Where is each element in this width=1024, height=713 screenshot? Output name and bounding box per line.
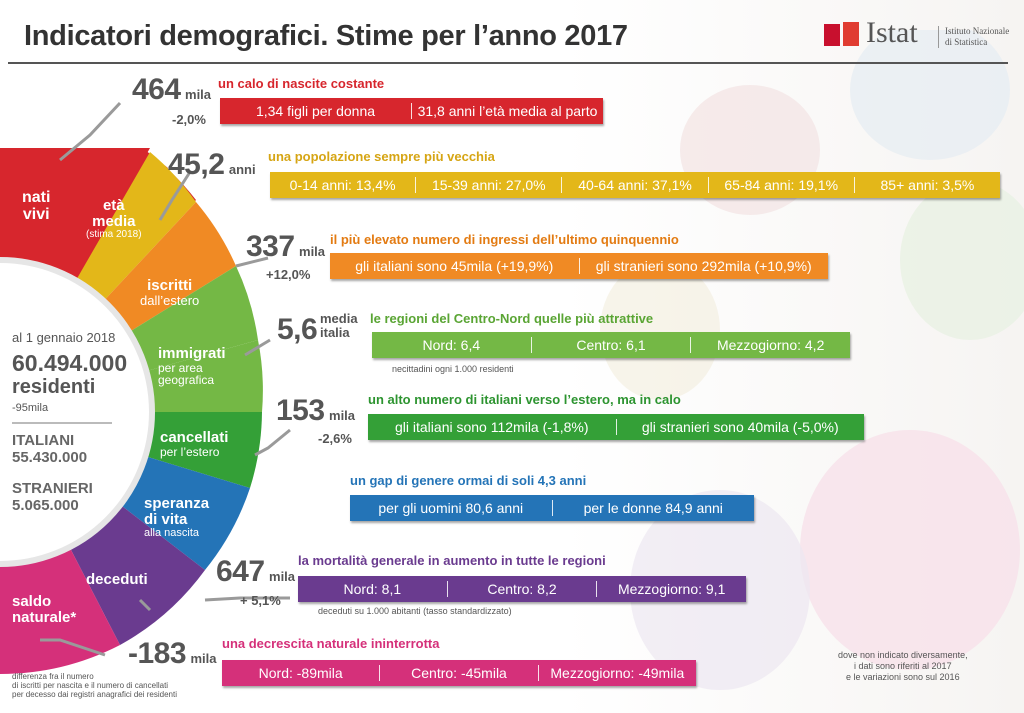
- immigration-change: +12,0%: [266, 267, 311, 282]
- internal-stat: 5,6: [277, 313, 318, 346]
- internal-unit: media italia: [320, 311, 358, 340]
- immigration-stat: 337 mila: [246, 230, 326, 263]
- life-seg-donne: per le donne 84,9 anni: [583, 500, 723, 516]
- age-seg-85plus: 85+ anni: 3,5%: [880, 177, 975, 193]
- deaths-seg-mezzogiorno: Mezzogiorno: 9,1: [617, 581, 726, 597]
- natural-seg-centro: Centro: -45mila: [380, 665, 539, 681]
- internal-seg-nord: Nord: 6,4: [372, 337, 532, 353]
- center-italiani: ITALIANI 55.430.000: [12, 432, 88, 466]
- leader-line-deaths: [204, 596, 290, 602]
- internal-seg-centro: Centro: 6,1: [532, 337, 692, 353]
- indicator-wheel: [0, 101, 291, 675]
- logo-sub-line1: Istituto Nazionale: [945, 26, 1010, 36]
- immigration-headline: il più elevato numero di ingressi dell’u…: [330, 232, 679, 247]
- center-residents-value: 60.494.000: [12, 350, 128, 376]
- life-seg-uomini: per gli uomini 80,6 anni: [350, 500, 553, 516]
- emigration-bar: gli italiani sono 112mila (-1,8%) gli st…: [368, 414, 864, 440]
- leader-line-deceduti: [138, 598, 152, 612]
- age-headline: una popolazione sempre più vecchia: [268, 149, 495, 164]
- natural-seg-mezzogiorno: Mezzogiorno: -49mila: [550, 665, 685, 681]
- leader-line-natural: [40, 638, 106, 657]
- wheel-label-deceduti: deceduti: [86, 571, 148, 588]
- page-title: Indicatori demografici. Stime per l’anno…: [24, 20, 628, 52]
- istat-logo-subtitle: Istituto Nazionale di Statistica: [938, 26, 1009, 48]
- emigration-change: -2,6%: [318, 431, 352, 446]
- deaths-seg-centro: Centro: 8,2: [448, 581, 598, 597]
- center-divider: [12, 422, 112, 424]
- leader-line-births: [59, 101, 122, 162]
- logo-sub-line2: di Statistica: [945, 37, 988, 47]
- internal-note: necittadini ogni 1.000 residenti: [392, 364, 514, 374]
- wheel-label-nati: nati vivi: [22, 189, 51, 223]
- natural-bar: Nord: -89mila Centro: -45mila Mezzogiorn…: [222, 660, 696, 686]
- leader-line-internal: [244, 338, 271, 357]
- births-change: -2,0%: [172, 112, 206, 127]
- leader-line-age: [158, 171, 192, 221]
- births-seg-eta-parto: 31,8 anni l’età media al parto: [417, 103, 598, 119]
- life-headline: un gap di genere ormai di soli 4,3 anni: [350, 473, 587, 488]
- wheel-label-immigrati: immigrati per area geografica: [158, 345, 226, 388]
- footnote: differenza fra il numero di iscritti per…: [12, 672, 177, 699]
- age-seg-40-64: 40-64 anni: 37,1%: [562, 177, 709, 193]
- deaths-bar: Nord: 8,1 Centro: 8,2 Mezzogiorno: 9,1: [298, 576, 746, 602]
- births-headline: un calo di nascite costante: [218, 76, 385, 91]
- natural-headline: una decrescita naturale ininterrotta: [222, 636, 440, 651]
- immigration-seg-stranieri: gli stranieri sono 292mila (+10,9%): [595, 258, 812, 274]
- deaths-note: deceduti su 1.000 abitanti (tasso standa…: [318, 606, 512, 616]
- istat-logo-wordmark: Istat: [866, 16, 918, 49]
- internal-seg-mezzogiorno: Mezzogiorno: 4,2: [716, 337, 825, 353]
- wheel-label-speranza: speranza di vita alla nascita: [144, 495, 210, 539]
- leader-line-emigration: [254, 428, 291, 457]
- center-date-label: al 1 gennaio 2018: [12, 330, 116, 345]
- natural-seg-nord: Nord: -89mila: [222, 665, 381, 681]
- source-note: dove non indicato diversamente, i dati s…: [838, 650, 968, 682]
- births-stat: 464 mila: [132, 73, 212, 106]
- age-seg-0-14: 0-14 anni: 13,4%: [270, 177, 417, 193]
- internal-bar: Nord: 6,4 Centro: 6,1 Mezzogiorno: 4,2: [372, 332, 850, 358]
- emigration-headline: un alto numero di italiani verso l’ester…: [368, 392, 681, 407]
- life-bar: per gli uomini 80,6 anni per le donne 84…: [350, 495, 754, 521]
- emigration-seg-stranieri: gli stranieri sono 40mila (-5,0%): [641, 419, 839, 435]
- deaths-headline: la mortalità generale in aumento in tutt…: [298, 553, 606, 568]
- age-seg-15-39: 15-39 anni: 27,0%: [416, 177, 563, 193]
- age-stat: 45,2 anni: [168, 148, 256, 181]
- wheel-label-eta: età media (stima 2018): [86, 197, 142, 240]
- center-residents-change: -95mila: [12, 402, 49, 414]
- internal-headline: le regioni del Centro-Nord quelle più at…: [370, 311, 654, 326]
- deaths-seg-nord: Nord: 8,1: [298, 581, 448, 597]
- immigration-bar: gli italiani sono 45mila (+19,9%) gli st…: [330, 253, 828, 279]
- wheel-label-cancellati: cancellati per l’estero: [160, 429, 229, 459]
- wheel-center: [0, 257, 155, 567]
- emigration-seg-italiani: gli italiani sono 112mila (-1,8%): [368, 419, 617, 435]
- wheel-label-saldo: saldo naturale*: [12, 593, 77, 626]
- center-residents-label: residenti: [12, 376, 96, 398]
- natural-stat: -183 mila: [128, 637, 217, 670]
- births-bar: 1,34 figli per donna 31,8 anni l’età med…: [220, 98, 603, 124]
- background-faces-illustration: [600, 30, 1024, 690]
- age-bar: 0-14 anni: 13,4% 15-39 anni: 27,0% 40-64…: [270, 172, 1000, 198]
- emigration-stat: 153 mila: [276, 394, 356, 427]
- deaths-stat: 647 mila: [216, 555, 296, 588]
- immigration-seg-italiani: gli italiani sono 45mila (+19,9%): [330, 258, 580, 274]
- leader-line-immigration: [235, 256, 269, 268]
- header-divider: [8, 62, 1008, 64]
- center-stranieri: STRANIERI 5.065.000: [12, 480, 93, 514]
- age-seg-65-84: 65-84 anni: 19,1%: [709, 177, 855, 193]
- wheel-label-iscritti: iscritti dall’estero: [140, 277, 200, 308]
- istat-logo-icon: [824, 22, 859, 46]
- deaths-change: + 5,1%: [240, 593, 281, 608]
- births-seg-figli: 1,34 figli per donna: [220, 103, 412, 119]
